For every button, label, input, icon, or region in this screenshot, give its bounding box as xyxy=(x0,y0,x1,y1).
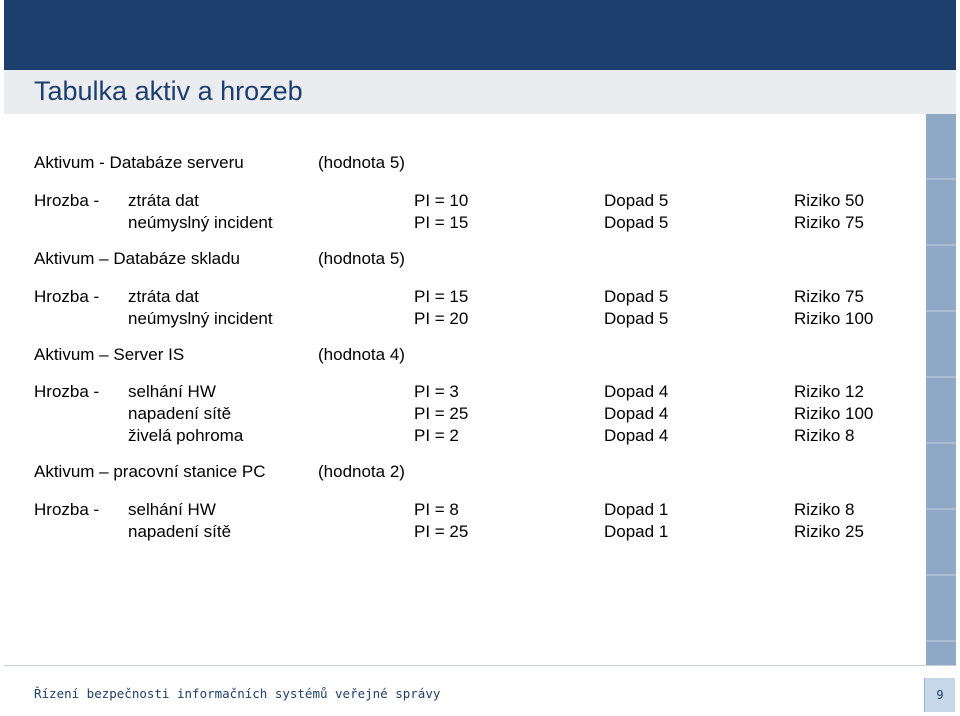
threat-name: živelá pohroma xyxy=(128,426,244,445)
threat-impact: Dopad 4 xyxy=(604,404,669,423)
slide-title: Tabulka aktiv a hrozeb xyxy=(34,76,303,106)
page-number-badge: 9 xyxy=(924,678,955,712)
footer-divider xyxy=(4,665,956,666)
threat-pi: PI = 20 xyxy=(414,309,469,328)
asset-value: (hodnota 5) xyxy=(318,153,405,172)
asset-value: (hodnota 2) xyxy=(318,462,405,481)
threat-name: ztráta dat xyxy=(128,287,199,306)
threat-pi: PI = 25 xyxy=(414,404,469,423)
threat-impact: Dopad 5 xyxy=(604,287,669,306)
threat-impact: Dopad 1 xyxy=(604,522,669,541)
threat-risk: Riziko 8 xyxy=(794,500,855,519)
threat-pi: PI = 2 xyxy=(414,426,459,445)
threat-impact: Dopad 4 xyxy=(604,426,669,445)
threat-name: napadení sítě xyxy=(128,404,232,423)
threat-risk: Riziko 75 xyxy=(794,213,864,232)
threat-risk: Riziko 8 xyxy=(794,426,855,445)
asset-label: Aktivum – Server IS xyxy=(34,345,185,364)
threat-label: Hrozba - xyxy=(34,500,100,519)
threat-pi: PI = 10 xyxy=(414,191,469,210)
header-bar xyxy=(4,0,956,70)
threat-pi: PI = 15 xyxy=(414,287,469,306)
threat-name: napadení sítě xyxy=(128,522,232,541)
threat-name: ztráta dat xyxy=(128,191,199,210)
threat-name: selhání HW xyxy=(128,500,216,519)
threat-label: Hrozba - xyxy=(34,382,100,401)
threat-impact: Dopad 5 xyxy=(604,309,669,328)
threat-name: neúmyslný incident xyxy=(128,213,273,232)
threat-label: Hrozba - xyxy=(34,191,100,210)
asset-value: (hodnota 4) xyxy=(318,345,405,364)
footer-band xyxy=(4,666,956,716)
threat-risk: Riziko 75 xyxy=(794,287,864,306)
threat-name: neúmyslný incident xyxy=(128,309,273,328)
asset-label: Aktivum – pracovní stanice PC xyxy=(34,462,266,481)
threat-pi: PI = 25 xyxy=(414,522,469,541)
threat-risk: Riziko 50 xyxy=(794,191,864,210)
threat-risk: Riziko 12 xyxy=(794,382,864,401)
threat-impact: Dopad 5 xyxy=(604,213,669,232)
threat-label: Hrozba - xyxy=(34,287,100,306)
page-number: 9 xyxy=(936,688,944,702)
threat-impact: Dopad 5 xyxy=(604,191,669,210)
side-decoration xyxy=(926,114,956,666)
asset-value: (hodnota 5) xyxy=(318,249,405,268)
title-band xyxy=(4,70,956,114)
asset-label: Aktivum - Databáze serveru xyxy=(34,153,244,172)
threat-risk: Riziko 100 xyxy=(794,404,874,423)
threat-pi: PI = 8 xyxy=(414,500,459,519)
side-decoration-ticks xyxy=(926,114,956,666)
asset-label: Aktivum – Databáze skladu xyxy=(34,249,240,268)
threat-pi: PI = 3 xyxy=(414,382,459,401)
threat-risk: Riziko 100 xyxy=(794,309,874,328)
threat-pi: PI = 15 xyxy=(414,213,469,232)
footer-text: Řízení bezpečnosti informačních systémů … xyxy=(34,686,441,701)
threat-impact: Dopad 1 xyxy=(604,500,669,519)
threat-name: selhání HW xyxy=(128,382,216,401)
threat-impact: Dopad 4 xyxy=(604,382,669,401)
threat-risk: Riziko 25 xyxy=(794,522,864,541)
